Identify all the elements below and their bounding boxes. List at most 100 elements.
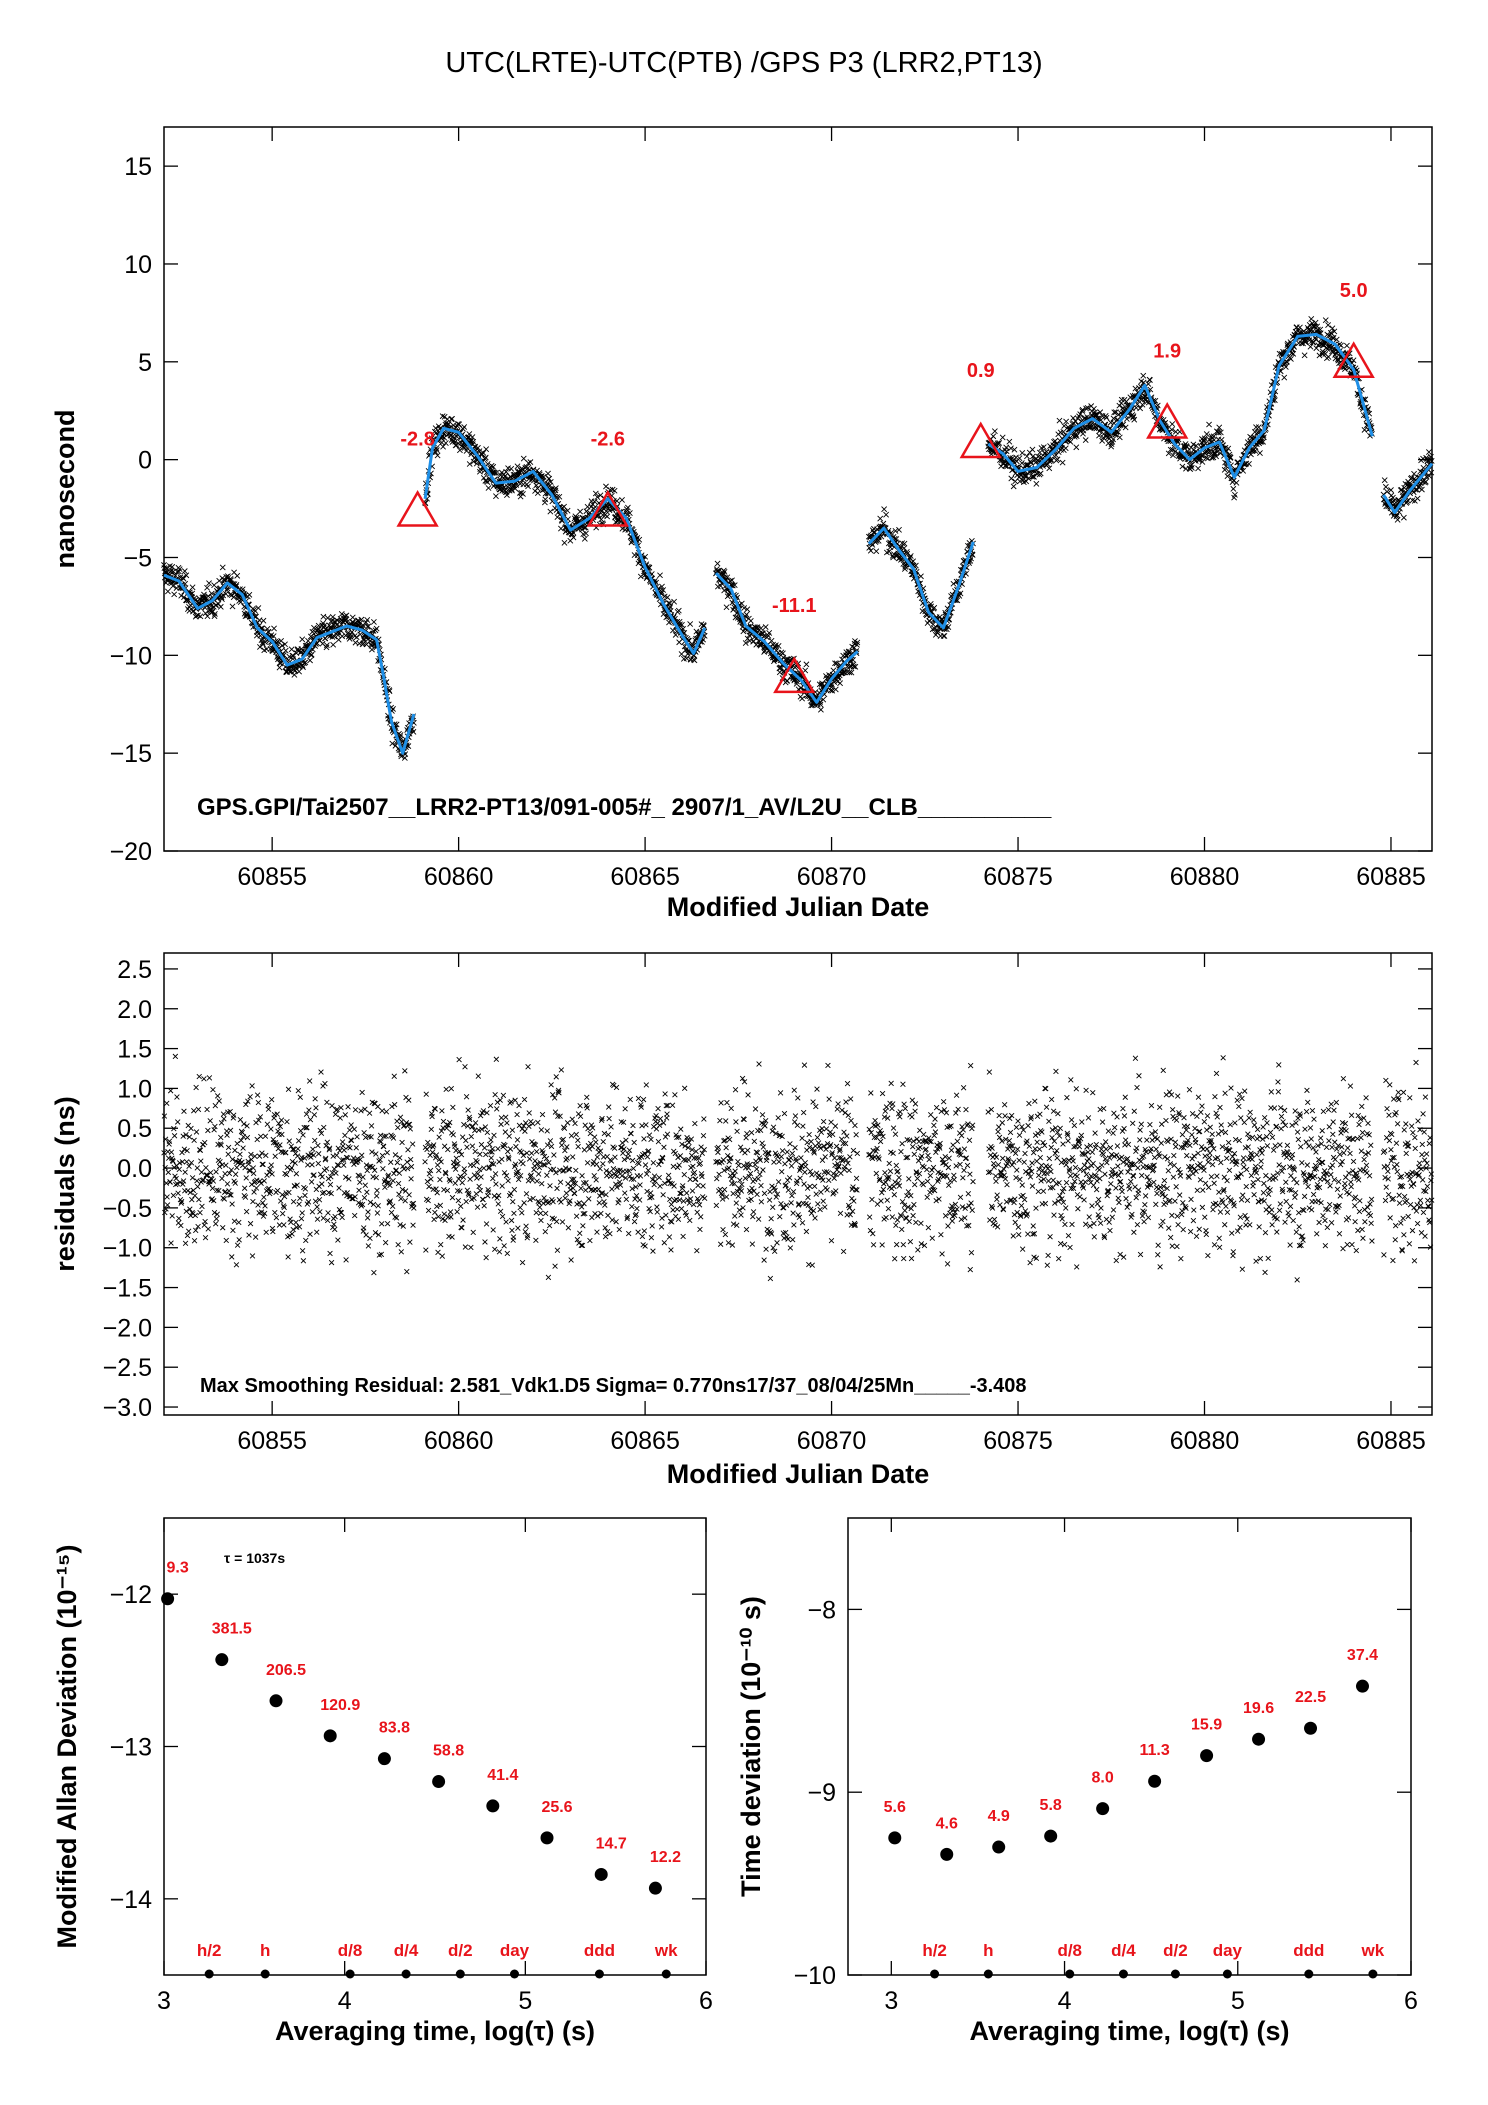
- residual-point: [605, 1104, 612, 1110]
- offset-raw-point: [1195, 465, 1202, 472]
- residual-point: [361, 1195, 368, 1201]
- residual-point: [700, 1183, 706, 1189]
- offset-raw-point: [525, 483, 531, 490]
- residual-point: [329, 1103, 335, 1109]
- residual-point: [775, 1115, 781, 1121]
- residual-point: [554, 1247, 561, 1253]
- residual-point: [544, 1128, 550, 1134]
- offset-raw-point: [271, 625, 277, 632]
- residual-point: [609, 1186, 615, 1192]
- residual-point: [304, 1124, 310, 1131]
- residual-point: [847, 1096, 854, 1102]
- residual-point: [713, 1202, 720, 1209]
- residual-point: [777, 1213, 783, 1220]
- residual-point: [798, 1155, 804, 1161]
- residual-point: [312, 1198, 319, 1204]
- residual-point: [482, 1239, 488, 1245]
- offset-raw-point: [329, 614, 336, 620]
- residual-point: [260, 1161, 266, 1168]
- residual-point: [784, 1149, 790, 1155]
- residual-point: [243, 1208, 250, 1215]
- residual-point: [337, 1147, 343, 1154]
- residual-point: [890, 1125, 897, 1131]
- residual-point: [760, 1144, 767, 1150]
- residual-point: [432, 1209, 438, 1216]
- offset-raw-point: [546, 475, 553, 482]
- residual-point: [511, 1210, 517, 1217]
- residual-point: [268, 1096, 275, 1103]
- residual-point: [474, 1175, 480, 1181]
- residual-point: [315, 1142, 321, 1149]
- residual-point: [434, 1190, 440, 1196]
- residual-point: [436, 1134, 442, 1140]
- residual-point: [877, 1138, 884, 1145]
- offset-raw-point: [349, 614, 356, 621]
- residual-point: [425, 1207, 432, 1214]
- residual-point: [788, 1155, 794, 1161]
- residual-point: [750, 1213, 756, 1220]
- residual-point: [264, 1172, 270, 1178]
- offset-raw-point: [1006, 438, 1013, 445]
- residual-point: [309, 1162, 315, 1168]
- residual-point: [774, 1240, 780, 1246]
- residual-point: [328, 1259, 335, 1266]
- residual-point: [203, 1164, 209, 1171]
- offset-raw-point: [243, 611, 250, 618]
- residual-point: [220, 1111, 227, 1117]
- residual-point: [680, 1198, 687, 1204]
- residual-point: [845, 1112, 852, 1119]
- residual-point: [580, 1223, 586, 1229]
- residual-point: [295, 1146, 301, 1152]
- offset-raw-point: [721, 568, 728, 575]
- offset-raw-point: [370, 619, 377, 625]
- residual-point: [886, 1160, 892, 1167]
- residual-point: [909, 1114, 915, 1120]
- residual-point: [286, 1138, 293, 1144]
- residual-point: [224, 1132, 230, 1138]
- offset-raw-point: [176, 566, 183, 573]
- residual-point: [717, 1241, 724, 1247]
- offset-raw-point: [1230, 477, 1237, 484]
- residual-point: [383, 1109, 390, 1115]
- residual-point: [508, 1099, 514, 1105]
- offset-raw-point: [597, 492, 604, 499]
- residual-point: [559, 1219, 566, 1225]
- offset-raw-point: [527, 459, 534, 466]
- residual-point: [398, 1249, 405, 1255]
- residual-point: [883, 1214, 889, 1221]
- residual-point: [293, 1171, 300, 1177]
- offset-raw-point: [675, 607, 682, 614]
- residual-point: [272, 1153, 278, 1159]
- residual-point: [182, 1240, 189, 1247]
- offset-raw-point: [219, 564, 226, 571]
- residual-point: [410, 1222, 416, 1228]
- residual-point: [768, 1215, 774, 1222]
- residual-point: [841, 1129, 847, 1135]
- residual-point: [232, 1171, 239, 1177]
- offset-raw-point: [547, 508, 554, 515]
- residual-point: [635, 1229, 641, 1235]
- offset-raw-points: [161, 316, 1435, 761]
- residual-point: [308, 1179, 315, 1185]
- residual-point: [800, 1123, 806, 1129]
- residual-point: [242, 1194, 249, 1200]
- offset-raw-point: [320, 613, 327, 620]
- offset-raw-point: [323, 642, 330, 649]
- residuals-plot: 60855 60860 60865 60870 60875 60880 608852.52.…: [50, 952, 1435, 1489]
- residual-point: [269, 1171, 275, 1177]
- residual-point: [450, 1104, 456, 1111]
- residual-point: [814, 1086, 820, 1092]
- residual-point: [327, 1250, 333, 1257]
- residual-point: [194, 1165, 201, 1171]
- offset-raw-point: [1255, 424, 1262, 431]
- residual-point: [379, 1108, 385, 1114]
- residual-point: [839, 1107, 845, 1113]
- residual-point: [446, 1176, 453, 1183]
- residual-point: [889, 1105, 895, 1112]
- offset-raw-point: [170, 583, 176, 589]
- residual-point: [481, 1165, 487, 1171]
- residual-point: [654, 1204, 660, 1210]
- offset-xtick-label: 60855: [237, 863, 307, 891]
- offset-raw-point: [321, 622, 328, 629]
